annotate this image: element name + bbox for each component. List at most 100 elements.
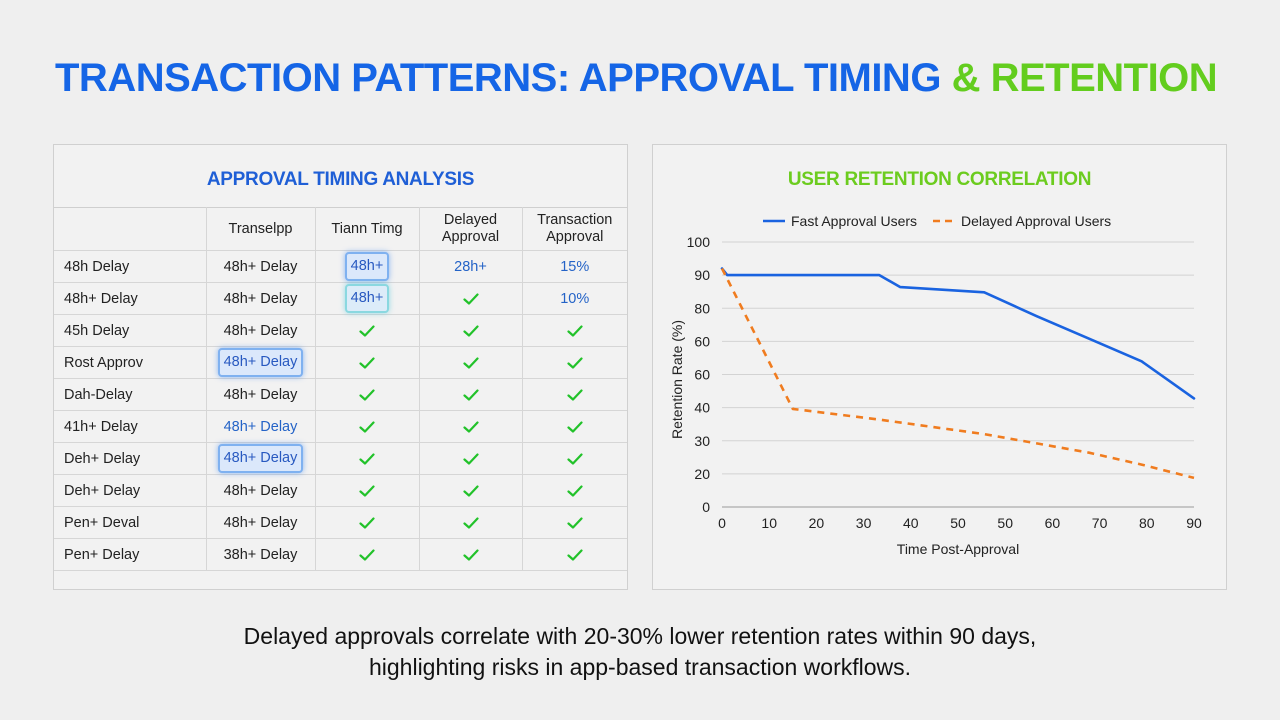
check-icon	[359, 389, 375, 401]
x-tick-label: 90	[1186, 515, 1202, 531]
table-cell: 48h+ Delay	[205, 410, 316, 443]
table-cell: 48h+ Delay	[205, 442, 316, 475]
table-cell	[314, 474, 420, 507]
check-icon	[359, 357, 375, 369]
y-tick-label: 30	[694, 433, 710, 449]
x-tick-label: 40	[903, 515, 919, 531]
y-tick-label: 60	[694, 333, 710, 349]
table-cell	[521, 442, 627, 475]
check-icon	[359, 453, 375, 465]
table-cell	[314, 346, 420, 379]
check-icon	[359, 549, 375, 561]
x-tick-label: 80	[1139, 515, 1155, 531]
y-tick-label: 60	[694, 367, 710, 383]
table-cell: 41h+ Delay	[54, 410, 207, 443]
check-icon	[462, 357, 479, 369]
x-tick-label: 60	[1045, 515, 1061, 531]
y-tick-label: 40	[694, 400, 710, 416]
table-cell: Deh+ Delay	[54, 442, 207, 475]
table-cell	[521, 378, 627, 411]
check-icon	[462, 325, 479, 337]
table-cell: 28h+	[418, 250, 523, 283]
table-cell: 48h+ Delay	[205, 474, 316, 507]
check-icon	[567, 485, 583, 497]
table-cell: 38h+ Delay	[205, 538, 316, 571]
y-tick-label: 90	[694, 267, 710, 283]
legend-label-delayed: Delayed Approval Users	[961, 213, 1111, 229]
highlighted-value: 48h+ Delay	[217, 444, 304, 473]
approval-timing-table: Transelpp Tiann Timg Delayed Approval Tr…	[54, 207, 627, 571]
table-cell: 48h+ Delay	[205, 314, 316, 347]
table-cell	[521, 314, 627, 347]
table-cell	[521, 346, 627, 379]
title-accent: & RETENTION	[951, 56, 1218, 100]
check-icon	[462, 389, 479, 401]
table-row: Rost Approv 48h+ Delay	[54, 346, 627, 379]
approval-timing-panel: APPROVAL TIMING ANALYSIS Transelpp Tiann…	[53, 144, 628, 590]
x-tick-label: 20	[809, 515, 825, 531]
table-cell	[521, 506, 627, 539]
check-icon	[462, 293, 479, 305]
table-cell	[418, 282, 523, 315]
header-cell	[54, 207, 207, 251]
table-row: Dah-Delay 48h+ Delay	[54, 378, 627, 411]
x-tick-label: 0	[718, 515, 726, 531]
check-icon	[462, 421, 479, 433]
table-cell: 48h+	[314, 250, 420, 283]
table-cell	[418, 506, 523, 539]
highlighted-value: 48h+	[344, 284, 390, 313]
chart-title: USER RETENTION CORRELATION	[787, 169, 1092, 190]
legend-label-fast: Fast Approval Users	[791, 213, 917, 229]
table-cell	[418, 474, 523, 507]
table-cell: 48h Delay	[54, 250, 207, 283]
table-cell: 10%	[521, 282, 627, 315]
check-icon	[462, 549, 479, 561]
table-cell	[314, 378, 420, 411]
retention-chart-panel: USER RETENTION CORRELATION 0 20 30 40 60 60 80…	[652, 144, 1227, 590]
table-cell: Pen+ Deval	[54, 506, 207, 539]
table-cell	[418, 346, 523, 379]
check-icon	[567, 325, 583, 337]
header-cell: Transaction Approval	[521, 207, 627, 251]
check-icon	[567, 453, 583, 465]
highlighted-value: 48h+ Delay	[217, 348, 304, 377]
table-header-row: Transelpp Tiann Timg Delayed Approval Tr…	[54, 207, 627, 251]
table-row: 45h Delay 48h+ Delay	[54, 314, 627, 347]
check-icon	[567, 421, 583, 433]
check-icon	[567, 549, 583, 561]
x-tick-label: 10	[761, 515, 777, 531]
caption-line-1: Delayed approvals correlate with 20-30% …	[243, 623, 1037, 649]
fast-approval-line	[720, 267, 1196, 400]
x-tick-label: 50	[997, 515, 1013, 531]
table-cell: 48h+ Delay	[205, 250, 316, 283]
table-cell	[418, 410, 523, 443]
table-cell: Deh+ Delay	[54, 474, 207, 507]
table-row: Pen+ Deval 48h+ Delay	[54, 506, 627, 539]
header-cell: Transelpp	[205, 207, 316, 251]
x-tick-label: 50	[950, 515, 966, 531]
table-row: 48h+ Delay 48h+ Delay 48h+ 10%	[54, 282, 627, 315]
table-cell	[418, 442, 523, 475]
check-icon	[462, 485, 479, 497]
caption: Delayed approvals correlate with 20-30% …	[0, 621, 1280, 683]
table-row: 41h+ Delay 48h+ Delay	[54, 410, 627, 443]
retention-line-chart: 0 20 30 40 60 60 80 90 100 0 10 20 30 40 50 50 60 70 80 90 T…	[669, 213, 1202, 557]
y-tick-label: 80	[694, 300, 710, 316]
caption-line-2: highlighting risks in app-based transact…	[368, 654, 912, 680]
table-cell	[314, 314, 420, 347]
check-icon	[359, 485, 375, 497]
x-axis-label: Time Post-Approval	[897, 541, 1019, 557]
y-tick-label: 100	[687, 234, 711, 250]
table-cell	[521, 410, 627, 443]
table-cell	[418, 314, 523, 347]
table-cell: 48h+ Delay	[205, 346, 316, 379]
table-row: Pen+ Delay 38h+ Delay	[54, 538, 627, 571]
table-row: Deh+ Delay 48h+ Delay	[54, 474, 627, 507]
table-cell	[314, 410, 420, 443]
header-cell: Delayed Approval	[418, 207, 523, 251]
title-main: TRANSACTION PATTERNS: APPROVAL TIMING	[55, 56, 941, 100]
table-cell	[314, 538, 420, 571]
table-cell: 15%	[521, 250, 627, 283]
check-icon	[359, 517, 375, 529]
check-icon	[359, 421, 375, 433]
